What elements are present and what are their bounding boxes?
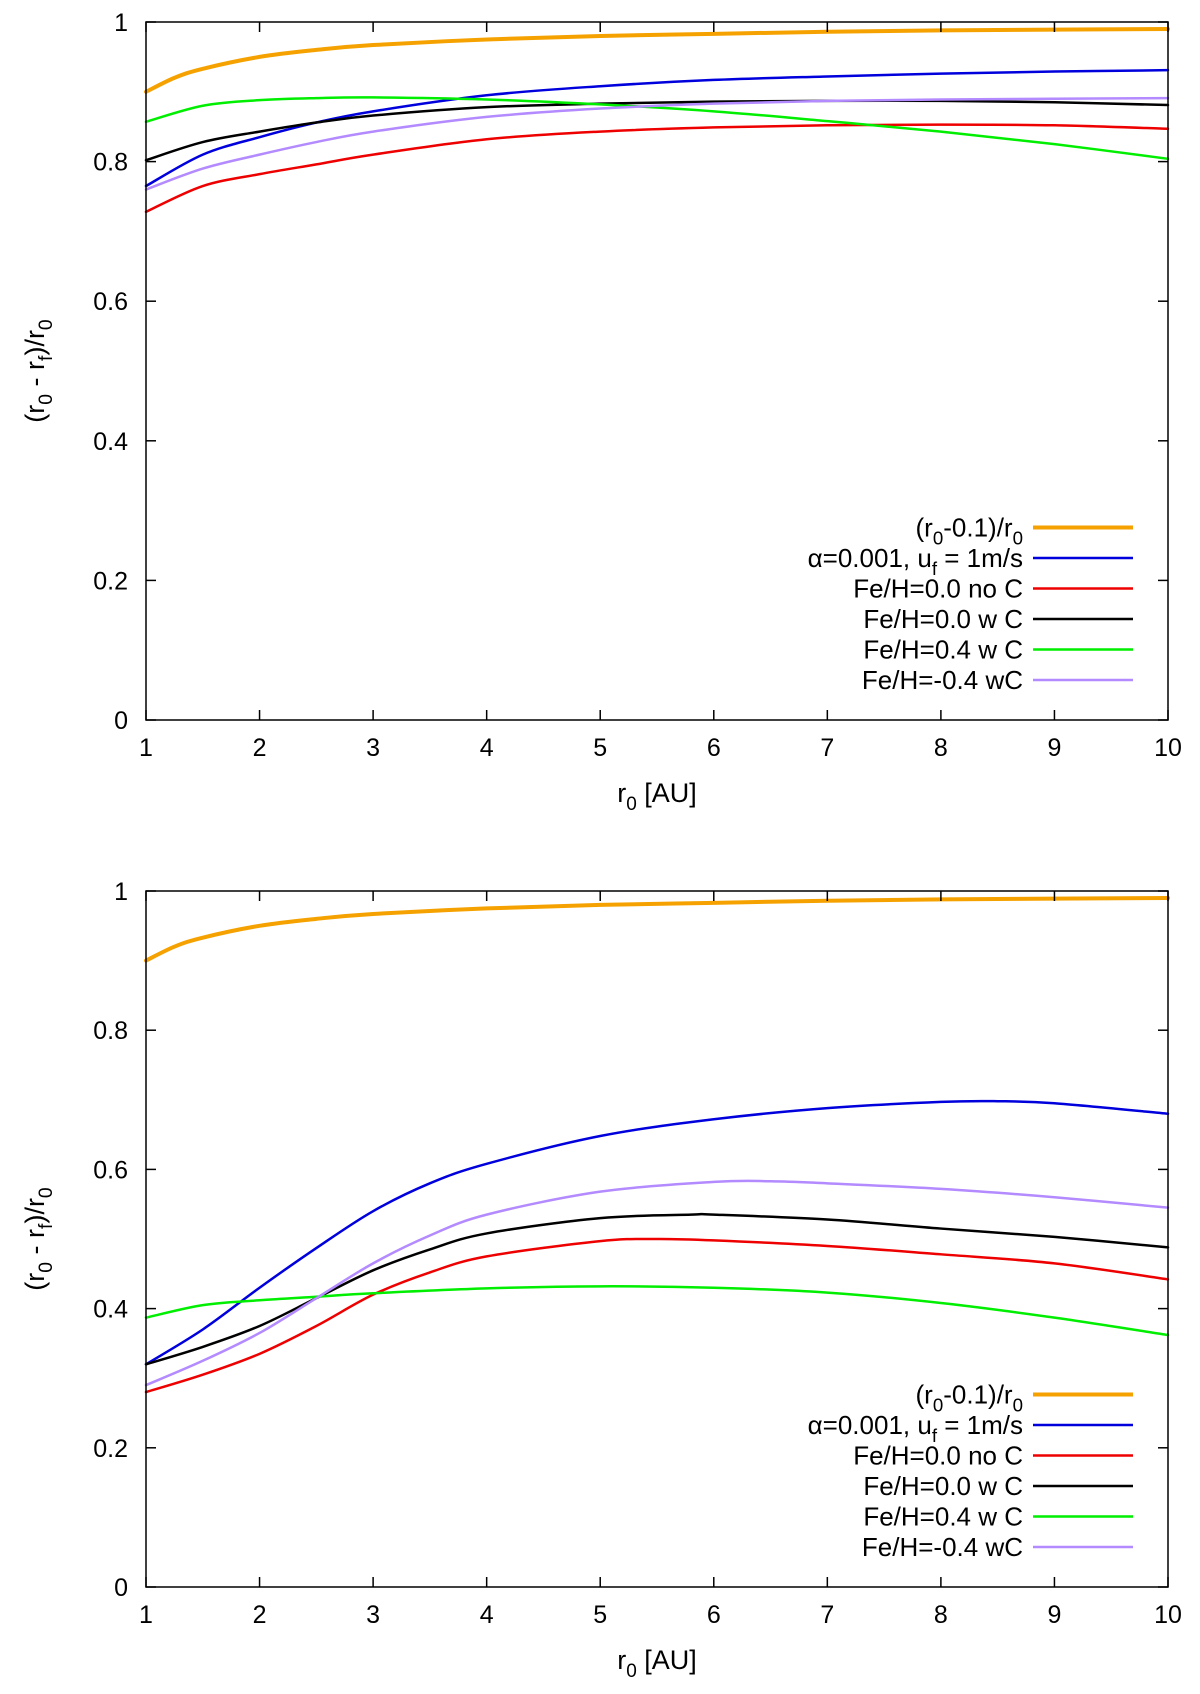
legend-label-5: Fe/H=0.4 w C	[863, 635, 1023, 665]
plot-frame	[145, 890, 1169, 1588]
x-tick-label: 8	[934, 1601, 948, 1629]
legend-label-5: Fe/H=0.4 w C	[863, 1502, 1023, 1532]
x-tick-label: 6	[707, 1601, 721, 1629]
series-line-1	[144, 895, 1170, 963]
x-tick-label: 4	[480, 1601, 494, 1629]
x-tick-label: 1	[139, 1601, 153, 1629]
legend-label-3: Fe/H=0.0 no C	[853, 574, 1023, 604]
series-line-6	[144, 1179, 1170, 1387]
legend-label-6: Fe/H=-0.4 wC	[862, 665, 1023, 695]
x-tick-label: 7	[820, 734, 834, 762]
legend-label-3: Fe/H=0.0 no C	[853, 1441, 1023, 1471]
chart-panel-1: 1 2 3 4 5 6 7 8 9 10 0 0.2 0.4 0.6 0.8 1 r0 [AU] (r0 - rf…	[20, 9, 1182, 815]
series-line-2	[144, 1099, 1170, 1366]
legend-label-1: (r0-0.1)/r0	[916, 513, 1023, 549]
series-line-3	[144, 1237, 1170, 1394]
series-line-5	[144, 96, 1170, 161]
series-line-1	[144, 26, 1170, 94]
y-tick-label: 0.6	[93, 1156, 128, 1184]
plot-frame	[145, 21, 1169, 721]
y-tick-label: 0.8	[93, 1017, 128, 1045]
y-tick-label: 0.6	[93, 288, 128, 316]
y-tick-label: 0.2	[93, 567, 128, 595]
y-axis-label: (r0 - rf)/r0	[20, 319, 57, 423]
series-line-5	[144, 1285, 1170, 1337]
y-tick-label: 0.2	[93, 1435, 128, 1463]
x-axis-label: r0 [AU]	[617, 778, 697, 815]
x-tick-label: 9	[1047, 1601, 1061, 1629]
y-tick-label: 1	[114, 878, 128, 906]
legend-label-4: Fe/H=0.0 w C	[863, 604, 1023, 634]
x-tick-label: 8	[934, 734, 948, 762]
y-axis-label-group: (r0 - rf)/r0	[20, 1187, 57, 1291]
y-tick-label: 0.4	[93, 428, 128, 456]
y-axis-label-group: (r0 - rf)/r0	[20, 319, 57, 423]
legend-label-2: α=0.001, uf = 1m/s	[808, 1410, 1023, 1446]
x-tick-label: 6	[707, 734, 721, 762]
legend: (r0-0.1)/r0α=0.001, uf = 1m/sFe/H=0.0 no…	[808, 1380, 1133, 1562]
legend-label-4: Fe/H=0.0 w C	[863, 1471, 1023, 1501]
series-line-2	[144, 68, 1170, 188]
x-tick-label: 4	[480, 734, 494, 762]
series-line-6	[144, 96, 1170, 191]
x-tick-label: 10	[1154, 734, 1182, 762]
x-tick-label: 3	[366, 1601, 380, 1629]
y-tick-label: 0.8	[93, 149, 128, 177]
x-tick-label: 9	[1047, 734, 1061, 762]
series-line-4	[144, 1212, 1170, 1366]
x-tick-label: 5	[593, 734, 607, 762]
legend: (r0-0.1)/r0α=0.001, uf = 1m/sFe/H=0.0 no…	[808, 513, 1133, 695]
legend-label-2: α=0.001, uf = 1m/s	[808, 543, 1023, 579]
y-axis-label: (r0 - rf)/r0	[20, 1187, 57, 1291]
x-tick-label: 10	[1154, 1601, 1182, 1629]
series-line-4	[144, 99, 1170, 162]
x-tick-label: 7	[820, 1601, 834, 1629]
legend-label-1: (r0-0.1)/r0	[916, 1380, 1023, 1416]
y-tick-label: 0.4	[93, 1296, 128, 1324]
legend-label-6: Fe/H=-0.4 wC	[862, 1532, 1023, 1562]
series-line-3	[144, 123, 1170, 214]
y-tick-label: 0	[114, 707, 128, 735]
x-tick-label: 3	[366, 734, 380, 762]
chart-panel-2: 1 2 3 4 5 6 7 8 9 10 0 0.2 0.4 0.6 0.8 1 r0 [AU] (r0 - rf…	[20, 878, 1182, 1682]
x-tick-label: 2	[253, 1601, 267, 1629]
x-tick-label: 2	[253, 734, 267, 762]
x-axis-label: r0 [AU]	[617, 1645, 697, 1682]
y-tick-label: 1	[114, 9, 128, 37]
x-tick-label: 1	[139, 734, 153, 762]
x-tick-label: 5	[593, 1601, 607, 1629]
y-tick-label: 0	[114, 1574, 128, 1602]
